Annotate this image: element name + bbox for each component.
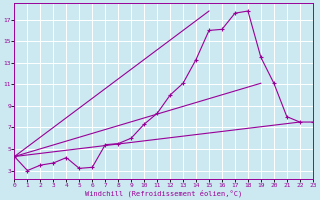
X-axis label: Windchill (Refroidissement éolien,°C): Windchill (Refroidissement éolien,°C)	[85, 189, 242, 197]
